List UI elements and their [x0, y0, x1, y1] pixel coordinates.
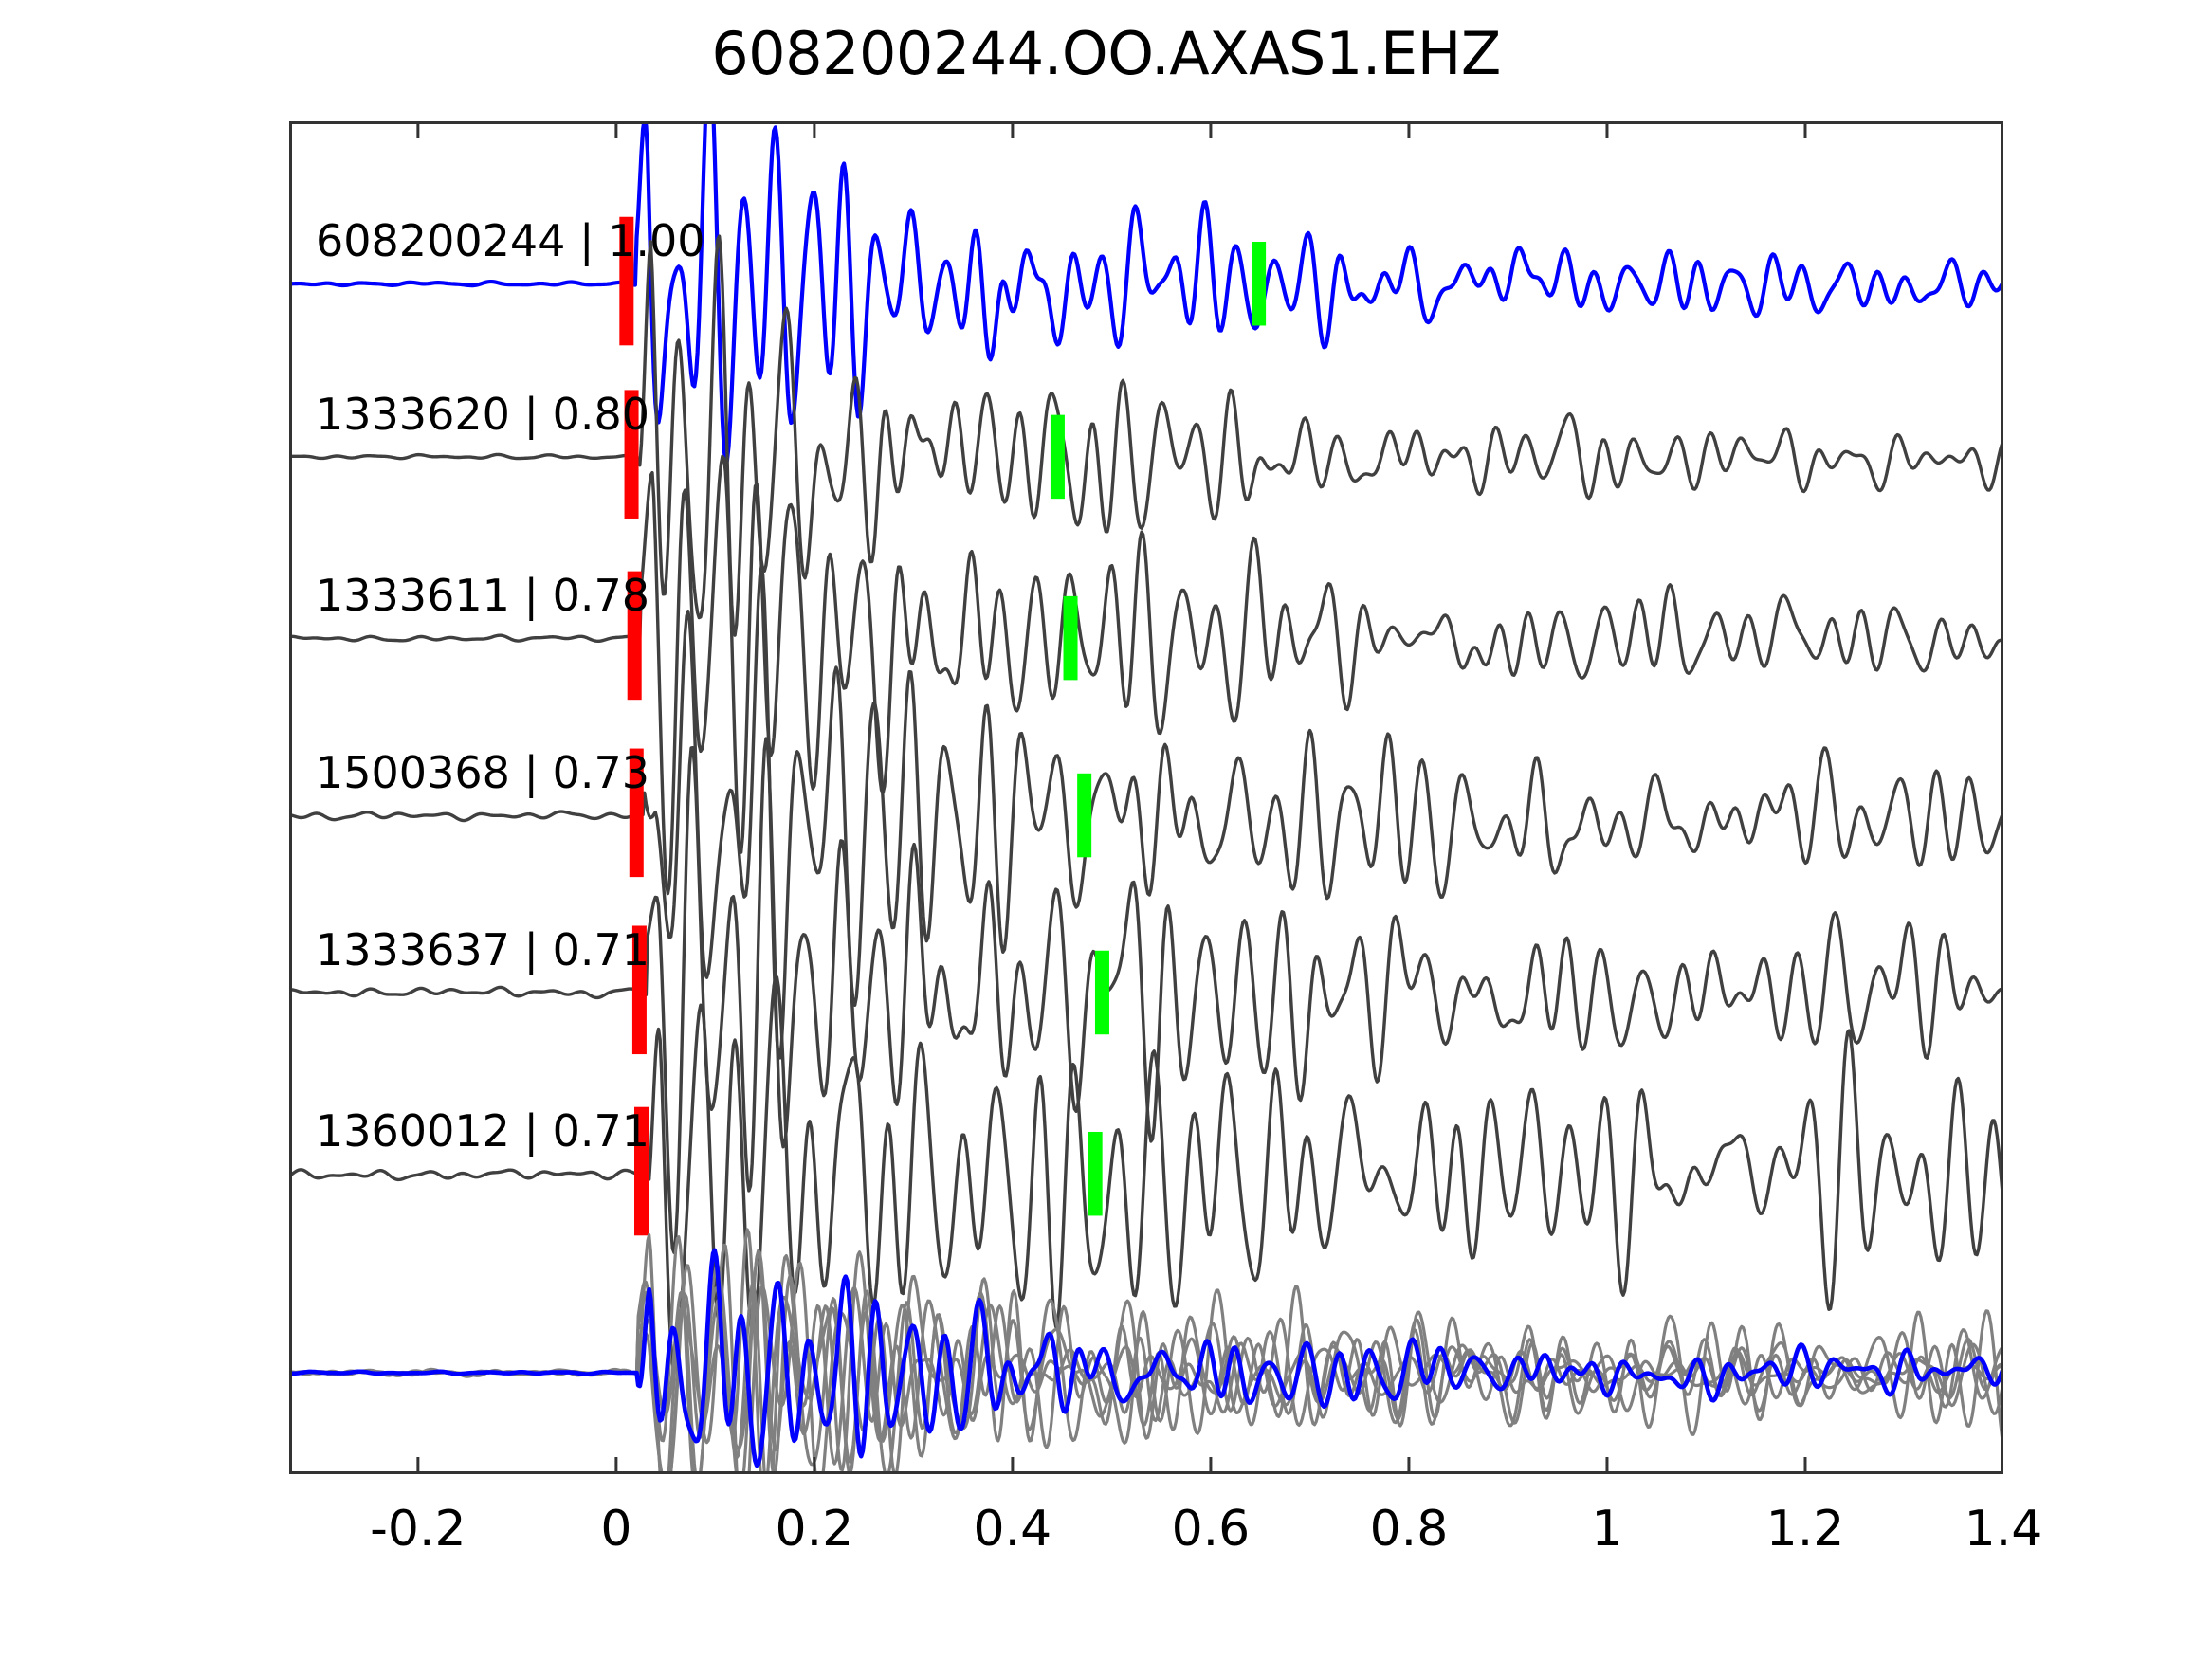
- p-pick-marker-1333637: [631, 925, 647, 1055]
- aligned-stack-overlay: [289, 1228, 2003, 1474]
- p-pick-marker-1360012: [634, 1106, 649, 1236]
- waveform-trace-1333611: [289, 454, 2003, 896]
- x-tick-label-4: 0.6: [1171, 1501, 1251, 1558]
- s-pick-marker-1333620: [1050, 414, 1065, 500]
- p-pick-marker-1333620: [624, 390, 639, 519]
- waveform-canvas: [289, 121, 2003, 1474]
- trace-label-1333611: 1333611 | 0.78: [316, 570, 650, 622]
- waveform-trace-1500368: [289, 565, 2003, 1060]
- plot-area: [289, 121, 2003, 1474]
- axis-border: [289, 121, 2003, 1474]
- s-pick-marker-1333637: [1094, 950, 1109, 1035]
- trace-label-1500368: 1500368 | 0.73: [316, 747, 650, 799]
- plot-axis-frame: [289, 121, 2003, 1474]
- x-tick-label-2: 0.2: [775, 1501, 854, 1558]
- x-tick-label-0: -0.2: [370, 1501, 466, 1558]
- s-pick-marker-1500368: [1077, 773, 1092, 858]
- s-pick-marker-608200244: [1252, 242, 1267, 326]
- waveform-line-1500368: [289, 565, 2003, 1060]
- trace-label-1360012: 1360012 | 0.71: [316, 1105, 650, 1158]
- x-tick-label-3: 0.4: [973, 1501, 1052, 1558]
- trace-label-1333620: 1333620 | 0.80: [316, 388, 650, 440]
- waveform-line-1333637: [289, 737, 2003, 1254]
- x-tick-label-8: 1.4: [1964, 1501, 2043, 1558]
- waveform-line-1333611: [289, 454, 2003, 896]
- s-pick-marker-1333611: [1063, 595, 1078, 681]
- x-tick-label-7: 1.2: [1765, 1501, 1845, 1558]
- pick-marker-layer: [619, 216, 1267, 1236]
- waveform-trace-608200244: [289, 121, 2003, 465]
- p-pick-marker-1333611: [627, 571, 642, 701]
- waveform-trace-1360012: [289, 975, 2003, 1374]
- waveform-line-1333620: [289, 234, 2003, 637]
- waveform-trace-1333637: [289, 737, 2003, 1254]
- p-pick-marker-1500368: [629, 748, 644, 878]
- p-pick-marker-608200244: [619, 216, 634, 346]
- trace-label-608200244: 608200244 | 1.00: [316, 215, 705, 267]
- s-pick-marker-1360012: [1088, 1131, 1103, 1216]
- x-tick-label-5: 0.8: [1369, 1501, 1449, 1558]
- trace-label-1333637: 1333637 | 0.71: [316, 923, 650, 975]
- stack-overlay-trace-1333611: [289, 1250, 2003, 1474]
- stack-template-trace: [289, 1248, 2003, 1468]
- x-tick-label-6: 1: [1591, 1501, 1623, 1558]
- waveform-line-1360012: [289, 975, 2003, 1374]
- page-title: 608200244.OO.AXAS1.EHZ: [711, 19, 1501, 88]
- waveform-line-608200244: [289, 121, 2003, 465]
- waveform-trace-1333620: [289, 234, 2003, 637]
- x-tick-label-1: 0: [600, 1501, 632, 1558]
- trace-layer: [289, 121, 2003, 1374]
